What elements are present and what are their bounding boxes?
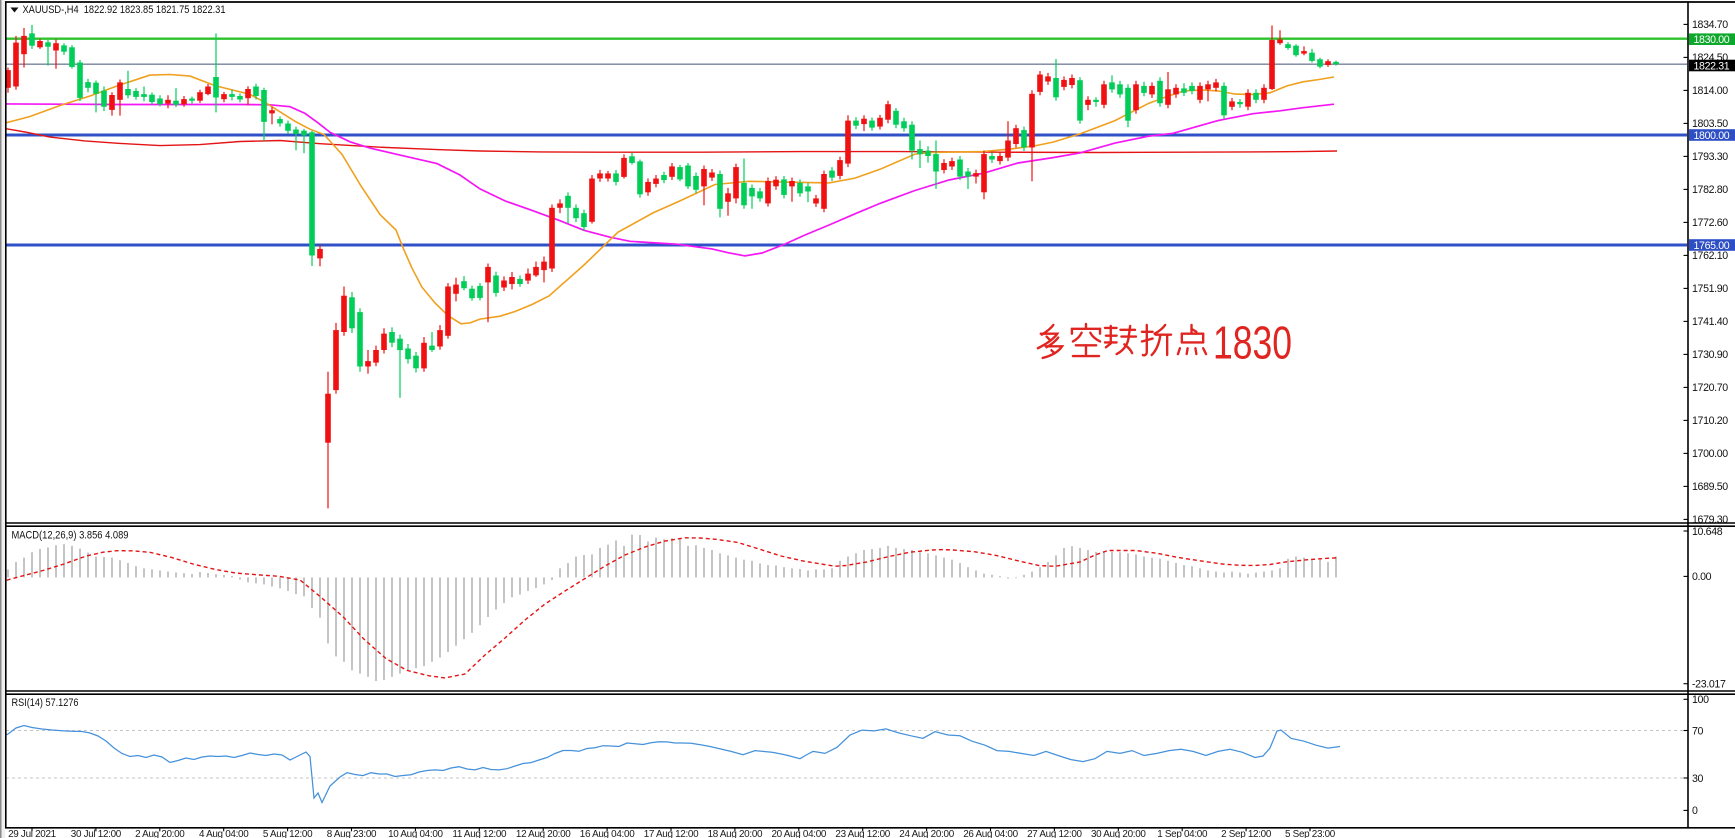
svg-text:2 Sep 12:00: 2 Sep 12:00 bbox=[1221, 829, 1272, 838]
svg-text:24 Aug 20:00: 24 Aug 20:00 bbox=[899, 829, 954, 838]
svg-text:1 Sep 04:00: 1 Sep 04:00 bbox=[1157, 829, 1208, 838]
svg-text:1822.31: 1822.31 bbox=[1694, 61, 1730, 73]
svg-text:1814.00: 1814.00 bbox=[1692, 85, 1728, 97]
svg-text:RSI(14) 57.1276: RSI(14) 57.1276 bbox=[12, 697, 79, 709]
svg-text:1800.00: 1800.00 bbox=[1694, 130, 1730, 142]
svg-text:20 Aug 04:00: 20 Aug 04:00 bbox=[771, 829, 826, 838]
svg-text:26 Aug 04:00: 26 Aug 04:00 bbox=[963, 829, 1018, 838]
svg-text:12 Aug 20:00: 12 Aug 20:00 bbox=[516, 829, 571, 838]
svg-text:10 Aug 04:00: 10 Aug 04:00 bbox=[388, 829, 443, 838]
svg-text:16 Aug 04:00: 16 Aug 04:00 bbox=[580, 829, 635, 838]
svg-text:1765.00: 1765.00 bbox=[1694, 240, 1730, 252]
svg-text:17 Aug 12:00: 17 Aug 12:00 bbox=[644, 829, 699, 838]
svg-text:8 Aug 23:00: 8 Aug 23:00 bbox=[327, 829, 377, 838]
svg-text:5 Aug 12:00: 5 Aug 12:00 bbox=[263, 829, 313, 838]
svg-text:29 Jul 2021: 29 Jul 2021 bbox=[8, 829, 57, 838]
svg-text:70: 70 bbox=[1692, 725, 1704, 737]
svg-text:1834.70: 1834.70 bbox=[1692, 19, 1728, 31]
svg-text:1751.90: 1751.90 bbox=[1692, 283, 1728, 295]
svg-text:100: 100 bbox=[1692, 694, 1709, 706]
svg-text:XAUUSD-,H4 1822.92 1823.85 18: XAUUSD-,H4 1822.92 1823.85 1821.75 1822.… bbox=[23, 4, 226, 16]
svg-text:-23.017: -23.017 bbox=[1692, 679, 1726, 691]
svg-text:1710.20: 1710.20 bbox=[1692, 415, 1728, 427]
svg-text:4 Aug 04:00: 4 Aug 04:00 bbox=[199, 829, 249, 838]
svg-text:1700.00: 1700.00 bbox=[1692, 448, 1728, 460]
svg-text:18 Aug 20:00: 18 Aug 20:00 bbox=[708, 829, 763, 838]
svg-text:5 Sep 23:00: 5 Sep 23:00 bbox=[1285, 829, 1336, 838]
svg-text:30 Jul 12:00: 30 Jul 12:00 bbox=[71, 829, 122, 838]
svg-text:23 Aug 12:00: 23 Aug 12:00 bbox=[835, 829, 890, 838]
svg-text:1741.40: 1741.40 bbox=[1692, 316, 1728, 328]
svg-text:1730.90: 1730.90 bbox=[1692, 349, 1728, 361]
svg-text:30 Aug 20:00: 30 Aug 20:00 bbox=[1091, 829, 1146, 838]
svg-text:MACD(12,26,9) 3.856 4.089: MACD(12,26,9) 3.856 4.089 bbox=[12, 530, 129, 542]
svg-text:1830.00: 1830.00 bbox=[1694, 34, 1730, 46]
svg-text:0: 0 bbox=[1692, 805, 1698, 817]
svg-text:10.648: 10.648 bbox=[1692, 526, 1723, 538]
svg-text:30: 30 bbox=[1692, 773, 1704, 785]
svg-text:1830: 1830 bbox=[1213, 317, 1292, 369]
svg-text:1824.50: 1824.50 bbox=[1692, 52, 1728, 64]
svg-text:27 Aug 12:00: 27 Aug 12:00 bbox=[1027, 829, 1082, 838]
svg-text:1689.50: 1689.50 bbox=[1692, 481, 1728, 493]
svg-text:1793.30: 1793.30 bbox=[1692, 151, 1728, 163]
svg-text:2 Aug 20:00: 2 Aug 20:00 bbox=[135, 829, 185, 838]
svg-text:1720.70: 1720.70 bbox=[1692, 382, 1728, 394]
svg-text:11 Aug 12:00: 11 Aug 12:00 bbox=[452, 829, 507, 838]
svg-text:1803.50: 1803.50 bbox=[1692, 118, 1728, 130]
svg-text:1782.80: 1782.80 bbox=[1692, 184, 1728, 196]
svg-text:1772.60: 1772.60 bbox=[1692, 217, 1728, 229]
svg-text:1762.10: 1762.10 bbox=[1692, 250, 1728, 262]
svg-text:0.00: 0.00 bbox=[1692, 571, 1712, 583]
svg-text:1679.30: 1679.30 bbox=[1692, 514, 1728, 526]
